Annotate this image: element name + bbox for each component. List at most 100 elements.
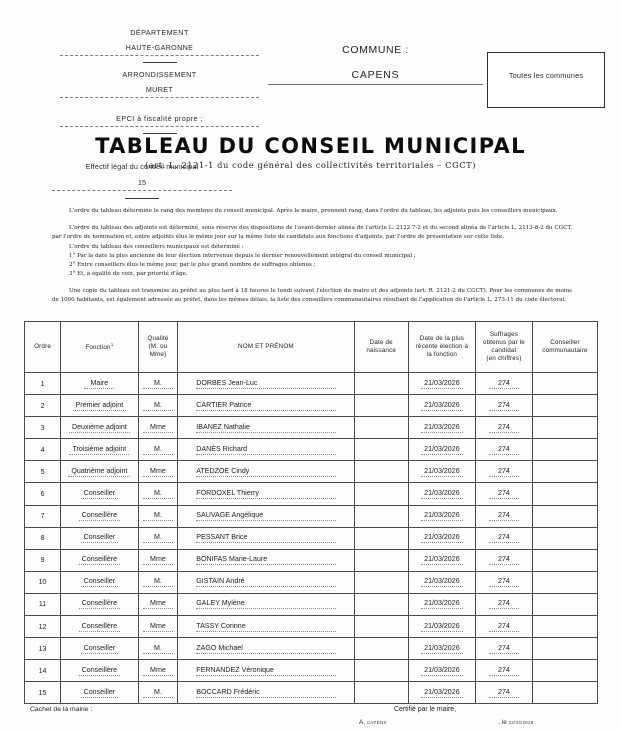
cell-fonction: Conseiller xyxy=(60,482,139,506)
cell-value: M. xyxy=(142,379,173,389)
table-row: 11 Conseillère Mme GALEY Mylène 21/03/2026 27… xyxy=(23,592,599,617)
epci-short-rule xyxy=(142,133,177,134)
cell-fonction: Conseiller xyxy=(60,637,139,661)
cell-value: Premier adjoint xyxy=(72,401,127,411)
document-footer: Cachet de la mairie : Certifié par le ma… xyxy=(24,706,598,731)
arrondissement-label: ARRONDISSEMENT xyxy=(122,70,197,79)
cell-qualite: M. xyxy=(137,637,179,661)
cell-suffrages: 274 xyxy=(474,637,533,661)
column-header-fonction: Fonction1 xyxy=(60,321,139,373)
cell-value: 21/03/2026 xyxy=(421,577,463,588)
column-header-ordre: Ordre xyxy=(23,321,62,373)
table-row: 1 Maire M. DORBES Jean-Luc 21/03/2026 274 xyxy=(23,371,599,396)
cell-value: 21/03/2026 xyxy=(421,622,463,632)
cell-suffrages: 274 xyxy=(474,615,533,639)
cell-naissance xyxy=(353,592,409,617)
suffrages-line-2: obtenus par le xyxy=(482,338,525,346)
cell-value: 21/03/2026 xyxy=(421,379,463,389)
cell-qualite: M. xyxy=(137,504,179,528)
cell-naissance xyxy=(353,504,409,528)
table-row: 14 Conseillère Mme FERNANDEZ Véronique 21/03… xyxy=(23,659,599,683)
cell-suffrages: 274 xyxy=(474,371,533,396)
cell-value: DORBES Jean-Luc xyxy=(196,379,337,389)
page-title: TABLEAU DU CONSEIL MUNICIPAL xyxy=(95,134,526,158)
commune-value: CAPENS xyxy=(351,69,400,81)
cell-ordre: 1 xyxy=(23,371,62,396)
cell-qualite: M. xyxy=(137,681,179,705)
cell-fonction: Troisième adjoint xyxy=(60,438,139,462)
cell-election: 21/03/2026 xyxy=(407,637,476,661)
certifie-label: Certifié par le maire, xyxy=(394,706,457,713)
le-value: 23/03/2026 xyxy=(508,720,534,725)
cell-suffrages: 274 xyxy=(474,504,533,528)
cell-value: Mme xyxy=(142,622,173,632)
legal-paragraph-2: L'ordre du tableau des adjoints est déte… xyxy=(52,224,572,240)
cell-suffrages: 274 xyxy=(474,460,533,484)
departement-label: DÉPARTEMENT xyxy=(130,28,189,37)
column-header-suffrages: Suffrages obtenus par le candidat (en ch… xyxy=(474,321,533,373)
table-row: 8 Conseiller M. PESSANT Brice 21/03/2026 274 xyxy=(23,526,599,550)
legal-spacer-3 xyxy=(52,279,572,287)
cell-election: 21/03/2026 xyxy=(407,570,476,594)
cell-nom: GISTAIN André xyxy=(177,570,355,594)
epci-rule xyxy=(60,126,259,127)
departement-block: DÉPARTEMENT HAUTE-GARONNE xyxy=(42,28,277,63)
cell-nom: DANÈS Richard xyxy=(177,438,355,462)
cell-suffrages: 274 xyxy=(474,548,533,572)
cell-ordre: 9 xyxy=(23,548,62,572)
cell-naissance xyxy=(353,371,409,396)
cell-fonction: Premier adjoint xyxy=(60,394,139,418)
cell-fonction: Deuxième adjoint xyxy=(60,416,139,440)
cell-value: 274 xyxy=(488,445,519,455)
cell-election: 21/03/2026 xyxy=(407,394,476,418)
cell-communautaire xyxy=(531,681,599,705)
cell-value: 274 xyxy=(488,423,519,433)
election-line-3: la fonction xyxy=(426,351,458,359)
table-row: 4 Troisième adjoint M. DANÈS Richard 21/03/2… xyxy=(23,438,599,462)
legal-paragraph-1: L'ordre du tableau détermine le rang des… xyxy=(69,208,558,214)
table-row: 3 Deuxième adjoint Mme IBANEZ Nathalie 21/03… xyxy=(23,416,599,440)
cell-ordre: 15 xyxy=(23,681,62,705)
cell-suffrages: 274 xyxy=(474,526,533,550)
scope-box-label: Toutes les communes xyxy=(508,71,584,80)
cell-value: 274 xyxy=(488,379,519,389)
cell-ordre: 7 xyxy=(23,504,62,528)
epci-label: EPCI à fiscalité propre ; xyxy=(116,114,203,123)
cell-value: Mme xyxy=(142,666,173,676)
naissance-line-1: Date de xyxy=(369,338,393,346)
cell-value: 21/03/2026 xyxy=(421,533,463,544)
cell-qualite: M. xyxy=(137,570,179,594)
cell-value: DANÈS Richard xyxy=(196,445,337,455)
cell-nom: IBANEZ Nathalie xyxy=(177,416,355,440)
scope-box: Toutes les communes xyxy=(487,52,605,108)
cell-suffrages: 274 xyxy=(474,659,533,683)
cell-value: M. xyxy=(142,688,173,698)
cell-fonction: Conseillère xyxy=(60,659,139,683)
column-header-nom: NOM ET PRÉNOM xyxy=(177,321,355,373)
table-row: 15 Conseiller M. BOCCARD Frédéric 21/03/2026… xyxy=(23,681,599,705)
cell-naissance xyxy=(353,460,409,484)
cell-value: 21/03/2026 xyxy=(421,467,463,477)
cell-value: 274 xyxy=(488,644,519,654)
cell-value: M. xyxy=(142,489,173,500)
cell-suffrages: 274 xyxy=(474,394,533,418)
cell-value: Conseillère xyxy=(78,511,121,522)
cell-communautaire xyxy=(531,438,599,462)
cell-value: 274 xyxy=(488,622,519,632)
election-line-1: Date de la plus xyxy=(419,334,465,342)
table-header-row: Ordre Fonction1 Qualité (M. ou Mme) NOM … xyxy=(23,321,599,373)
cell-value: TASSY Corinne xyxy=(196,622,337,632)
cell-value: 21/03/2026 xyxy=(421,401,463,411)
cell-value: ZAGO Michael xyxy=(196,644,337,654)
cell-qualite: M. xyxy=(137,482,179,506)
cell-nom: SAUVAGE Angélique xyxy=(177,504,355,528)
cell-election: 21/03/2026 xyxy=(407,482,476,506)
cell-suffrages: 274 xyxy=(474,482,533,506)
cell-naissance xyxy=(353,526,409,550)
cell-communautaire xyxy=(531,416,599,440)
cell-election: 21/03/2026 xyxy=(407,659,476,683)
cell-value: BONIFAS Marie-Laure xyxy=(196,555,337,566)
table-row: 10 Conseiller M. GISTAIN André 21/03/2026 274 xyxy=(23,570,599,594)
cell-value: 21/03/2026 xyxy=(421,555,463,566)
cell-value: M. xyxy=(142,401,173,411)
